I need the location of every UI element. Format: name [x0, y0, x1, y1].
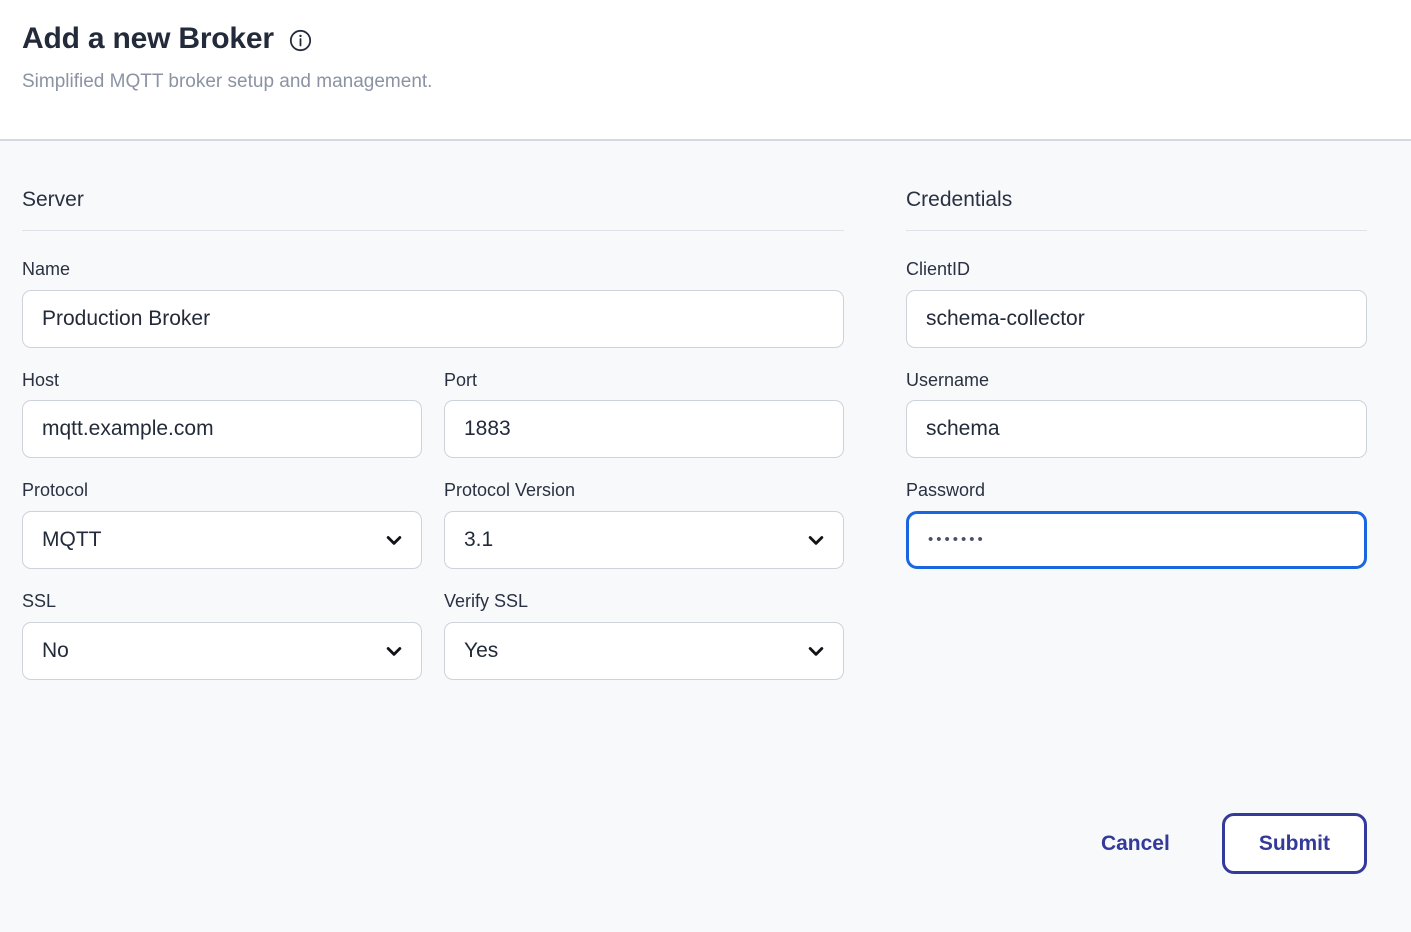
- field-password: Password •••••••: [906, 480, 1367, 569]
- ssl-select-wrap: No: [22, 621, 422, 680]
- password-masked-value: •••••••: [928, 531, 986, 549]
- credentials-column: Credentials ClientID schema-collector Us…: [906, 187, 1367, 932]
- protocol-select[interactable]: MQTT: [22, 510, 422, 569]
- field-port: Port 1883: [444, 370, 844, 459]
- field-name: Name Production Broker: [22, 259, 844, 348]
- host-input[interactable]: mqtt.example.com: [22, 400, 422, 459]
- server-section-heading: Server: [22, 187, 844, 232]
- client-id-input[interactable]: schema-collector: [906, 289, 1367, 348]
- cancel-button[interactable]: Cancel: [1099, 826, 1172, 862]
- host-label: Host: [22, 369, 60, 390]
- field-verify-ssl: Verify SSL Yes: [444, 591, 844, 680]
- credentials-section-heading: Credentials: [906, 187, 1367, 232]
- ssl-select[interactable]: No: [22, 621, 422, 680]
- password-label: Password: [906, 480, 986, 501]
- host-port-row: Host mqtt.example.com Port 1883: [22, 370, 844, 481]
- name-input[interactable]: Production Broker: [22, 289, 844, 348]
- ssl-row: SSL No Verify SSL Yes: [22, 591, 844, 702]
- field-host: Host mqtt.example.com: [22, 370, 422, 459]
- protocol-version-select-wrap: 3.1: [444, 510, 844, 569]
- client-id-label: ClientID: [906, 259, 971, 280]
- form-body: Server Name Production Broker Host mqtt.…: [0, 141, 1411, 932]
- page-title: Add a new Broker: [22, 22, 274, 55]
- field-username: Username schema: [906, 370, 1367, 459]
- verify-ssl-select[interactable]: Yes: [444, 621, 844, 680]
- protocol-select-wrap: MQTT: [22, 510, 422, 569]
- submit-button[interactable]: Submit: [1221, 813, 1367, 874]
- protocol-row: Protocol MQTT Protocol Version 3.1: [22, 480, 844, 591]
- protocol-version-label: Protocol Version: [444, 480, 576, 501]
- field-client-id: ClientID schema-collector: [906, 259, 1367, 348]
- server-column: Server Name Production Broker Host mqtt.…: [22, 187, 844, 932]
- verify-ssl-label: Verify SSL: [444, 590, 529, 611]
- info-circle-icon[interactable]: [288, 28, 313, 53]
- password-input[interactable]: •••••••: [906, 510, 1367, 569]
- page-header: Add a new Broker Simplified MQTT broker …: [0, 0, 1411, 141]
- field-ssl: SSL No: [22, 591, 422, 680]
- title-row: Add a new Broker: [22, 22, 1389, 55]
- page-subtitle: Simplified MQTT broker setup and managem…: [22, 71, 433, 92]
- username-input[interactable]: schema: [906, 400, 1367, 459]
- port-input[interactable]: 1883: [444, 400, 844, 459]
- verify-ssl-select-wrap: Yes: [444, 621, 844, 680]
- field-protocol-version: Protocol Version 3.1: [444, 480, 844, 569]
- ssl-label: SSL: [22, 590, 57, 611]
- field-protocol: Protocol MQTT: [22, 480, 422, 569]
- form-actions: Cancel Submit: [906, 813, 1367, 932]
- username-label: Username: [906, 369, 990, 390]
- port-label: Port: [444, 369, 478, 390]
- name-label: Name: [22, 259, 71, 280]
- protocol-label: Protocol: [22, 480, 89, 501]
- protocol-version-select[interactable]: 3.1: [444, 510, 844, 569]
